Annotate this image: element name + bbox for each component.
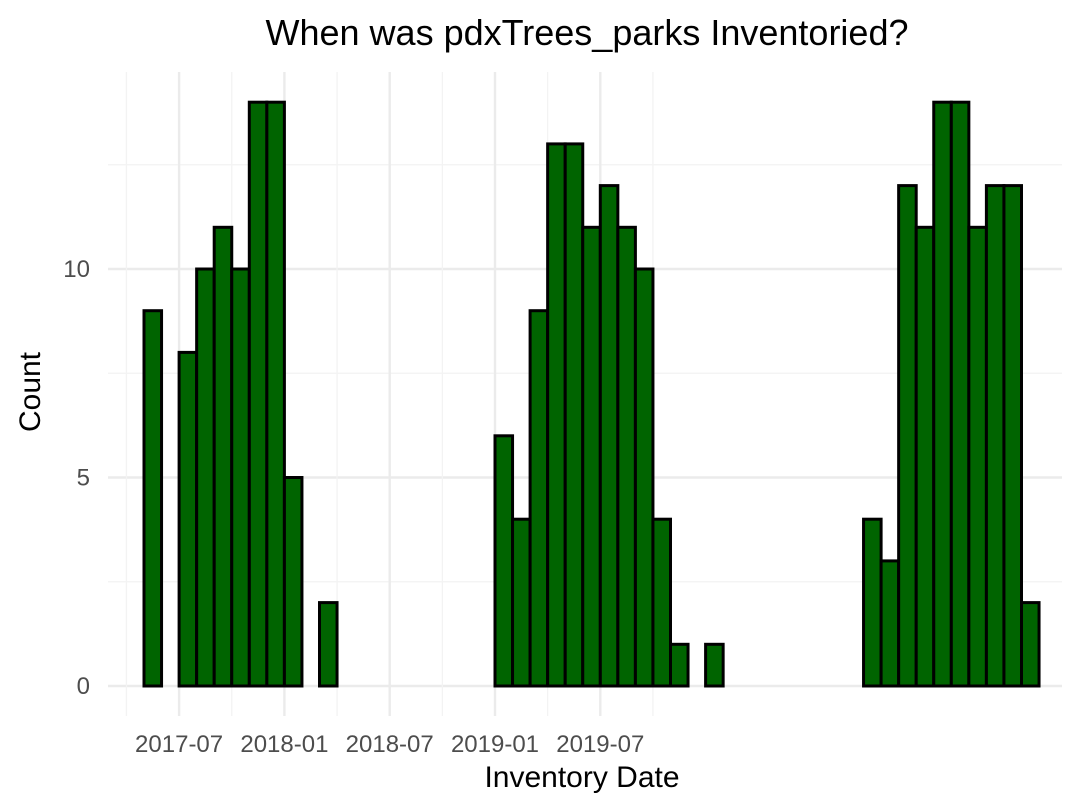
histogram-bar	[651, 517, 673, 688]
x-axis-title: Inventory Date	[484, 761, 679, 794]
x-tick-label: 2019-07	[556, 731, 644, 758]
histogram-bar	[511, 517, 532, 688]
histogram-bar	[984, 184, 1006, 688]
histogram-bar	[967, 225, 988, 688]
histogram-bar	[704, 642, 725, 688]
histogram-bar	[563, 142, 585, 688]
x-tick-label: 2017-07	[135, 731, 223, 758]
histogram-bar	[493, 434, 515, 688]
histogram-bar	[949, 100, 971, 688]
histogram-bar	[212, 225, 234, 688]
x-tick-label: 2019-01	[451, 731, 539, 758]
histogram-bar	[247, 100, 269, 688]
y-tick-label: 0	[77, 673, 90, 700]
tick-labels: 0 5 10 2017-07 2018-01 2018-07 2019-01 2019-07	[63, 256, 644, 758]
bars	[142, 100, 1041, 688]
histogram-bar	[528, 309, 550, 688]
histogram-bar	[862, 517, 883, 688]
y-tick-label: 10	[63, 256, 90, 283]
y-axis-title: Count	[14, 351, 47, 432]
histogram-bar	[633, 267, 655, 688]
histogram-bar	[265, 100, 286, 688]
x-tick-label: 2018-01	[240, 731, 328, 758]
histogram-bar	[195, 267, 216, 688]
chart-title: When was pdxTrees_parks Inventoried?	[266, 12, 909, 53]
histogram-bar	[282, 476, 304, 688]
histogram-bar	[598, 184, 620, 688]
histogram-bar	[879, 559, 901, 688]
histogram-bar	[318, 601, 339, 688]
histogram-bar	[546, 142, 567, 688]
histogram-bar	[1020, 601, 1041, 688]
histogram-bar	[142, 309, 164, 688]
histogram-bar	[616, 225, 637, 688]
histogram-bar	[897, 184, 918, 688]
y-tick-label: 5	[77, 465, 90, 492]
histogram-bar	[581, 225, 602, 688]
histogram-bar	[932, 100, 953, 688]
histogram-bar	[669, 642, 690, 688]
histogram-bar	[230, 267, 251, 688]
histogram-bar	[1002, 184, 1024, 688]
histogram-bar	[177, 350, 199, 688]
histogram-bar	[914, 225, 936, 688]
x-tick-label: 2018-07	[346, 731, 434, 758]
